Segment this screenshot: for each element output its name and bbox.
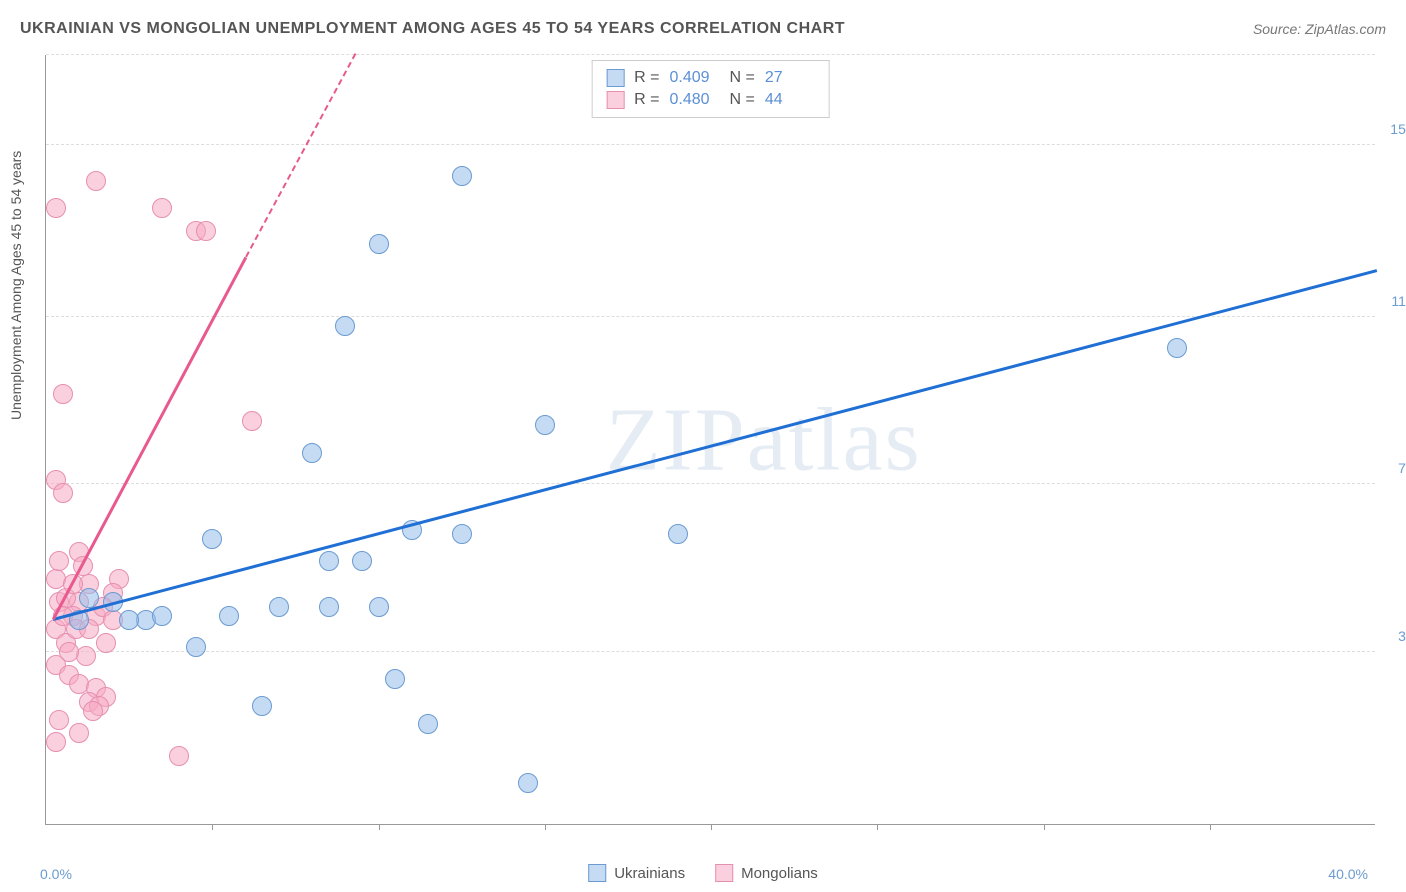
gridline	[46, 144, 1375, 145]
legend-label: Ukrainians	[614, 865, 685, 882]
data-point	[269, 597, 289, 617]
data-point	[252, 696, 272, 716]
data-point	[79, 588, 99, 608]
y-tick-label: 7.5%	[1398, 460, 1406, 476]
stat-n-value: 27	[765, 69, 815, 87]
source-label: Source: ZipAtlas.com	[1253, 21, 1386, 37]
data-point	[86, 171, 106, 191]
legend-label: Mongolians	[741, 865, 818, 882]
x-tick	[212, 824, 213, 830]
chart-area: ZIPatlas R = 0.409N = 27R = 0.480N = 44 …	[45, 55, 1375, 825]
stats-legend: R = 0.409 N = 27 R = 0.480 N = 44	[591, 60, 830, 118]
trend-line	[52, 269, 1376, 620]
chart-title: UKRAINIAN VS MONGOLIAN UNEMPLOYMENT AMON…	[20, 20, 845, 38]
trend-line	[245, 53, 356, 258]
data-point	[302, 443, 322, 463]
x-tick	[711, 824, 712, 830]
gridline	[46, 54, 1375, 55]
x-tick	[379, 824, 380, 830]
x-tick	[1044, 824, 1045, 830]
data-point	[196, 221, 216, 241]
data-point	[352, 551, 372, 571]
data-point	[452, 166, 472, 186]
data-point	[518, 773, 538, 793]
data-point	[69, 723, 89, 743]
data-point	[452, 524, 472, 544]
legend-swatch	[715, 864, 733, 882]
stat-r-label: R =	[634, 91, 659, 109]
gridline	[46, 316, 1375, 317]
data-point	[1167, 338, 1187, 358]
data-point	[53, 384, 73, 404]
x-tick	[877, 824, 878, 830]
legend-swatch	[606, 91, 624, 109]
stat-r-value: 0.480	[670, 91, 720, 109]
data-point	[202, 529, 222, 549]
y-axis-label: Unemployment Among Ages 45 to 54 years	[8, 151, 24, 420]
data-point	[369, 234, 389, 254]
y-tick-label: 3.8%	[1398, 628, 1406, 644]
data-point	[96, 633, 116, 653]
data-point	[369, 597, 389, 617]
data-point	[319, 551, 339, 571]
data-point	[319, 597, 339, 617]
data-point	[668, 524, 688, 544]
data-point	[49, 710, 69, 730]
data-point	[83, 701, 103, 721]
data-point	[152, 606, 172, 626]
data-point	[59, 642, 79, 662]
y-tick-label: 15.0%	[1390, 121, 1406, 137]
title-bar: UKRAINIAN VS MONGOLIAN UNEMPLOYMENT AMON…	[20, 20, 1386, 38]
gridline	[46, 483, 1375, 484]
x-axis-min-label: 0.0%	[40, 866, 72, 882]
x-tick	[1210, 824, 1211, 830]
legend-item: Ukrainians	[588, 864, 685, 882]
stat-n-value: 44	[765, 91, 815, 109]
data-point	[335, 316, 355, 336]
data-point	[46, 198, 66, 218]
data-point	[152, 198, 172, 218]
series-legend: Ukrainians Mongolians	[588, 864, 818, 882]
stat-n-label: N =	[730, 69, 755, 87]
legend-swatch	[606, 69, 624, 87]
data-point	[385, 669, 405, 689]
y-tick-label: 11.2%	[1391, 293, 1406, 309]
gridline	[46, 651, 1375, 652]
trend-line	[52, 256, 247, 620]
x-axis-max-label: 40.0%	[1328, 866, 1368, 882]
stat-n-label: N =	[730, 91, 755, 109]
data-point	[242, 411, 262, 431]
data-point	[186, 637, 206, 657]
data-point	[535, 415, 555, 435]
stat-row: R = 0.480 N = 44	[606, 89, 815, 111]
data-point	[418, 714, 438, 734]
x-tick	[545, 824, 546, 830]
data-point	[219, 606, 239, 626]
stat-r-value: 0.409	[670, 69, 720, 87]
data-point	[53, 483, 73, 503]
stat-r-label: R =	[634, 69, 659, 87]
data-point	[119, 610, 139, 630]
stat-row: R = 0.409 N = 27	[606, 67, 815, 89]
data-point	[169, 746, 189, 766]
legend-swatch	[588, 864, 606, 882]
legend-item: Mongolians	[715, 864, 818, 882]
data-point	[46, 732, 66, 752]
data-point	[49, 551, 69, 571]
